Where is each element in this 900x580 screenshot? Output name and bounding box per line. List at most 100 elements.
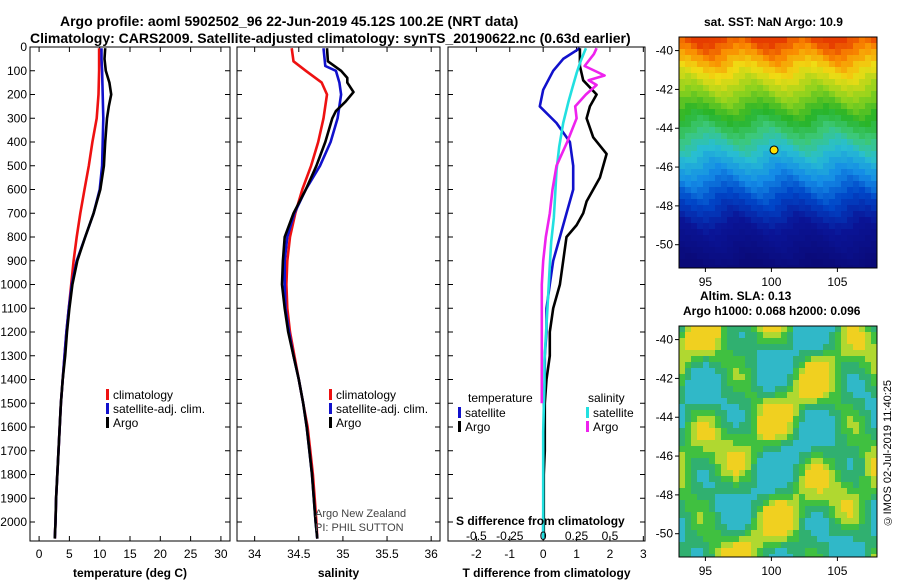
map-cell: [721, 464, 727, 470]
map-cell: [793, 253, 799, 259]
map-cell: [775, 374, 781, 380]
x-axis-label: salinity: [318, 566, 360, 580]
map-cell: [841, 446, 847, 452]
map-cell: [787, 482, 793, 488]
map-cell: [871, 488, 877, 494]
map-cell: [775, 235, 781, 241]
map-cell: [787, 229, 793, 235]
map-cell: [787, 476, 793, 482]
map-cell: [745, 476, 751, 482]
map-cell: [685, 536, 691, 542]
map-cell: [745, 530, 751, 536]
map-cell: [703, 434, 709, 440]
map-cell: [685, 548, 691, 554]
map-cell: [799, 464, 805, 470]
legend-label: climatology: [336, 388, 396, 402]
map-cell: [685, 157, 691, 163]
map-cell: [703, 536, 709, 542]
map-cell: [697, 500, 703, 506]
map-cell: [721, 235, 727, 241]
map-cell: [757, 175, 763, 181]
map-cell: [691, 265, 697, 268]
map-cell: [811, 127, 817, 133]
map-cell: [817, 476, 823, 482]
map-cell: [805, 241, 811, 247]
map-cell: [865, 193, 871, 199]
map-cell: [835, 440, 841, 446]
map-cell: [721, 482, 727, 488]
map-cell: [721, 181, 727, 187]
map-cell: [823, 85, 829, 91]
map-cell: [715, 55, 721, 61]
map-cell: [805, 470, 811, 476]
map-cell: [715, 332, 721, 338]
map-cell: [691, 380, 697, 386]
map-cell: [721, 157, 727, 163]
map-y-tick-label: -46: [656, 449, 674, 463]
map-cell: [775, 350, 781, 356]
map-cell: [859, 518, 865, 524]
map-cell: [787, 175, 793, 181]
map-cell: [871, 518, 877, 524]
map-cell: [811, 542, 817, 548]
map-cell: [793, 211, 799, 217]
map-cell: [775, 169, 781, 175]
map-cell: [691, 458, 697, 464]
map-cell: [793, 356, 799, 362]
map-cell: [769, 440, 775, 446]
map-cell: [715, 157, 721, 163]
map-cell: [853, 350, 859, 356]
map-cell: [823, 73, 829, 79]
map-cell: [805, 223, 811, 229]
map-cell: [865, 217, 871, 223]
map-cell: [859, 127, 865, 133]
map-cell: [865, 428, 871, 434]
map-cell: [805, 548, 811, 554]
map-cell: [781, 133, 787, 139]
map-cell: [703, 416, 709, 422]
map-cell: [781, 446, 787, 452]
map-cell: [739, 374, 745, 380]
map-cell: [775, 73, 781, 79]
map-cell: [691, 410, 697, 416]
map-cell: [679, 392, 685, 398]
map-cell: [769, 127, 775, 133]
map-cell: [691, 488, 697, 494]
map-cell: [763, 91, 769, 97]
map-cell: [865, 344, 871, 350]
map-cell: [739, 97, 745, 103]
map-cell: [847, 518, 853, 524]
map-cell: [739, 548, 745, 554]
map-cell: [799, 380, 805, 386]
map-cell: [781, 187, 787, 193]
map-cell: [709, 542, 715, 548]
map-cell: [691, 145, 697, 151]
map-cell: [853, 398, 859, 404]
map-cell: [829, 151, 835, 157]
map-cell: [823, 157, 829, 163]
map-cell: [757, 133, 763, 139]
map-cell: [853, 464, 859, 470]
map-cell: [841, 398, 847, 404]
map-cell: [685, 67, 691, 73]
map-cell: [679, 121, 685, 127]
map-cell: [679, 55, 685, 61]
map-cell: [775, 253, 781, 259]
map-cell: [829, 229, 835, 235]
map-cell: [751, 326, 757, 332]
map-cell: [781, 326, 787, 332]
map-cell: [727, 548, 733, 554]
map-cell: [697, 554, 703, 557]
map-cell: [787, 446, 793, 452]
map-cell: [721, 434, 727, 440]
map-cell: [787, 506, 793, 512]
map-cell: [715, 139, 721, 145]
map-cell: [733, 548, 739, 554]
map-cell: [715, 169, 721, 175]
map-cell: [739, 410, 745, 416]
map-cell: [757, 494, 763, 500]
map-cell: [793, 434, 799, 440]
map-cell: [709, 163, 715, 169]
map-cell: [763, 115, 769, 121]
map-cell: [781, 428, 787, 434]
